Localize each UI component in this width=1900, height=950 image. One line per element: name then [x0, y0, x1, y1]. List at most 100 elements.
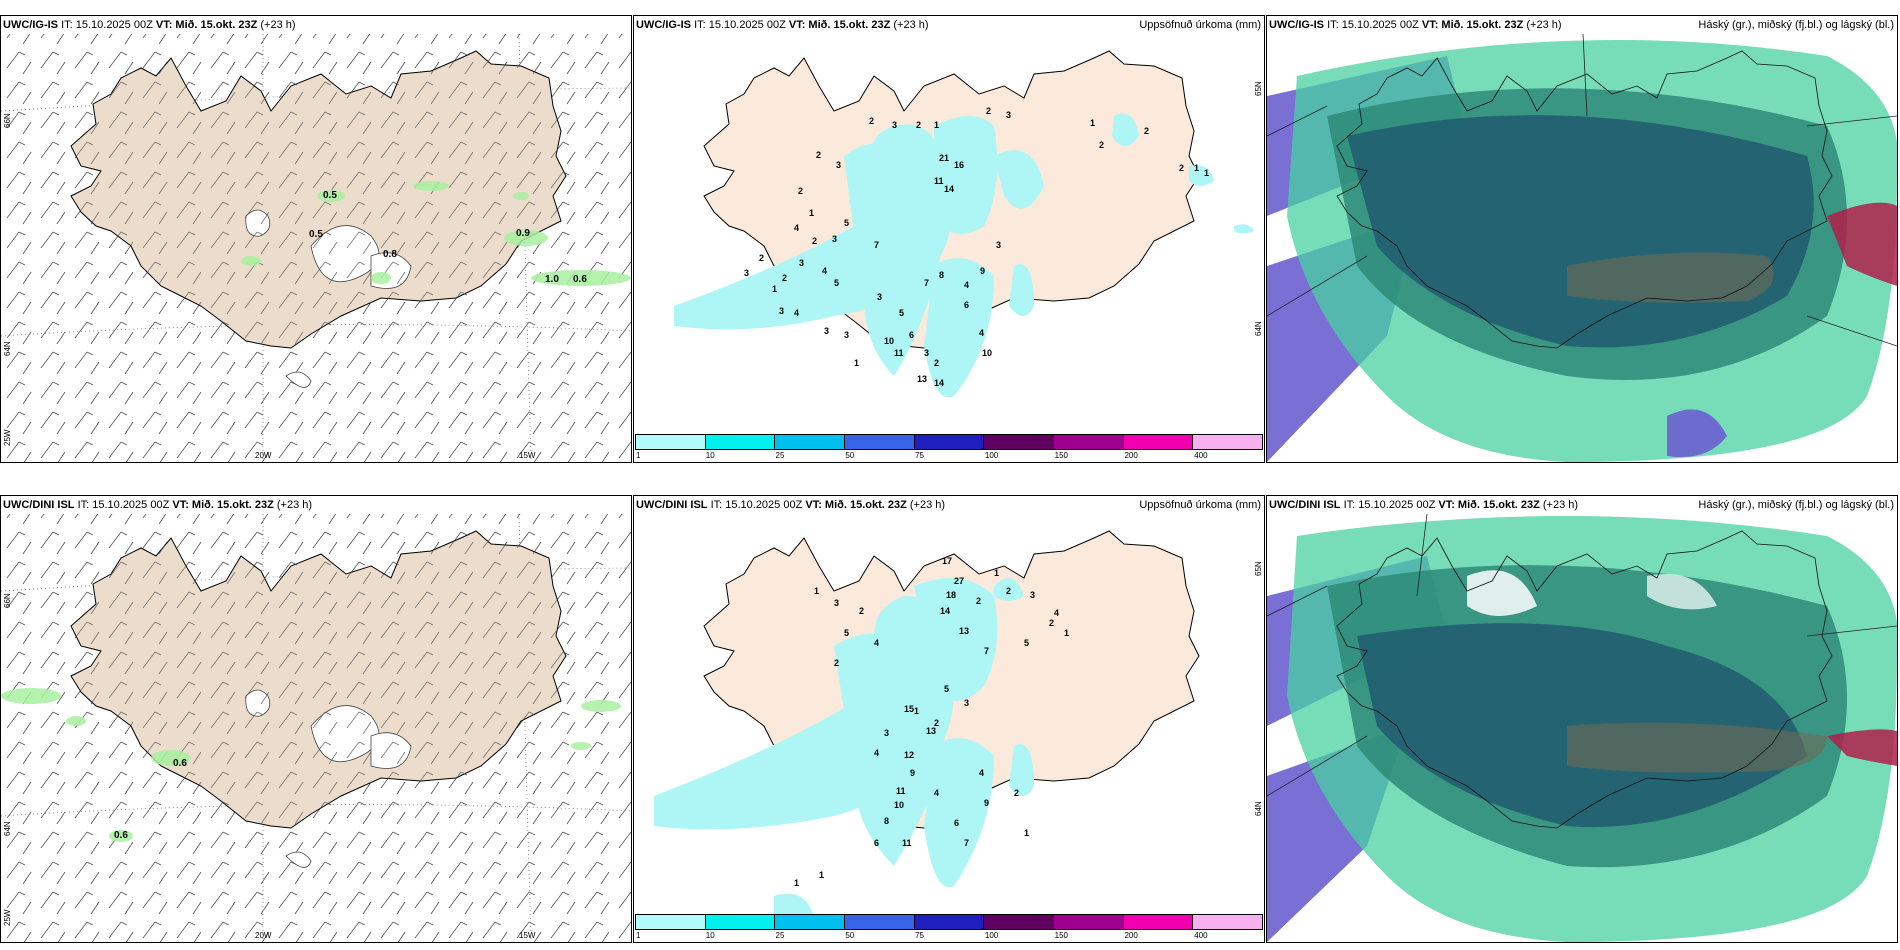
precip-value-label: 3	[964, 698, 969, 708]
model-name: UWC/DINI ISL	[3, 499, 75, 511]
model-name: UWC/IG-IS	[3, 19, 58, 31]
precip-value-label: 6	[909, 330, 914, 340]
model-name: UWC/DINI ISL	[636, 499, 708, 511]
valid-time: VT: Mið. 15.okt. 23Z	[1421, 19, 1524, 31]
precip-value-label: 11	[896, 786, 906, 796]
precip-value-label: 3	[744, 268, 749, 278]
colorbar-tick-label: 50	[845, 451, 855, 460]
lon-label: 20W	[255, 931, 272, 940]
wind-label: 0.6	[573, 274, 587, 285]
colorbar-tick-label: 1	[636, 451, 641, 460]
precip-value-label: 13	[917, 374, 927, 384]
initial-time: IT: 15.10.2025 00Z	[1343, 499, 1436, 511]
initial-time: IT: 15.10.2025 00Z	[710, 499, 803, 511]
precip-value-label: 16	[954, 160, 964, 170]
panel-header: UWC/IG-IS IT: 15.10.2025 00Z VT: Mið. 15…	[1269, 19, 1562, 31]
colorbar-swatch	[1123, 435, 1194, 449]
precip-value-label: 4	[964, 280, 969, 290]
cloud-map	[1267, 33, 1897, 462]
precip-value-label: 11	[902, 838, 912, 848]
precip-value-label: 2	[976, 596, 981, 606]
precip-value-label: 1	[1090, 118, 1095, 128]
precip-value-label: 6	[954, 818, 959, 828]
colorbar-tick-label: 50	[845, 931, 855, 940]
lead-time: (+23 h)	[893, 19, 929, 31]
panel-wind-dini: UWC/DINI ISL IT: 15.10.2025 00Z VT: Mið.…	[0, 495, 632, 943]
precip-value-label: 27	[954, 576, 964, 586]
precip-value-label: 2	[759, 253, 764, 263]
lat-label: 64N	[1254, 321, 1263, 336]
precip-value-label: 3	[892, 120, 897, 130]
precip-value-label: 3	[996, 240, 1001, 250]
lat-label: 25W	[3, 429, 12, 446]
precip-value-label: 1	[1064, 628, 1069, 638]
precip-value-label: 7	[924, 278, 929, 288]
precip-value-label: 2	[812, 236, 817, 246]
wind-label: 1.0	[545, 274, 559, 285]
colorbar-swatch	[636, 915, 706, 929]
panel-header: UWC/DINI ISL IT: 15.10.2025 00Z VT: Mið.…	[636, 499, 945, 511]
lon-label: 15W	[519, 451, 536, 460]
wind-label: 0.8	[383, 249, 397, 260]
precip-colorbar: 1 10 25 50 75 100 150 200 400	[634, 432, 1264, 462]
precip-value-label: 8	[884, 816, 889, 826]
precip-value-label: 1	[934, 120, 939, 130]
panel-header: UWC/DINI ISL IT: 15.10.2025 00Z VT: Mið.…	[3, 499, 312, 511]
panel-wind-igis: UWC/IG-IS IT: 15.10.2025 00Z VT: Mið. 15…	[0, 15, 632, 463]
map-title: Uppsöfnuð úrkoma (mm)	[1139, 499, 1261, 511]
precip-value-label: 4	[979, 328, 984, 338]
initial-time: IT: 15.10.2025 00Z	[77, 499, 170, 511]
precip-value-label: 11	[934, 176, 944, 186]
precip-value-label: 2	[916, 120, 921, 130]
lon-label: 15W	[519, 931, 536, 940]
lat-label: 66N	[3, 593, 12, 608]
precip-value-label: 1	[1204, 168, 1209, 178]
wind-label: 0.5	[309, 229, 323, 240]
map-title: Háský (gr.), miðský (fj.bl.) og lágský (…	[1698, 499, 1894, 511]
colorbar-tick-label: 200	[1124, 451, 1138, 460]
lon-label: 20W	[255, 451, 272, 460]
colorbar-tick-label: 150	[1054, 451, 1069, 460]
precip-value-label: 4	[822, 266, 827, 276]
precip-value-label: 14	[940, 606, 950, 616]
initial-time: IT: 15.10.2025 00Z	[694, 19, 786, 31]
precip-value-label: 17	[942, 556, 952, 566]
precip-value-label: 14	[944, 184, 954, 194]
valid-time: VT: Mið. 15.okt. 23Z	[1438, 499, 1540, 511]
precip-value-label: 5	[1024, 638, 1029, 648]
colorbar-tick-label: 200	[1124, 931, 1138, 940]
precip-value-label: 3	[924, 348, 929, 358]
map-title: Uppsöfnuð úrkoma (mm)	[1139, 19, 1261, 31]
panel-precip-dini: UWC/DINI ISL IT: 15.10.2025 00Z VT: Mið.…	[633, 495, 1265, 943]
precip-value-label: 7	[984, 646, 989, 656]
colorbar-swatch	[1193, 435, 1263, 449]
precip-value-label: 9	[984, 798, 989, 808]
precip-value-label: 2	[816, 150, 821, 160]
map-title: Háský (gr.), miðský (fj.bl.) og lágský (…	[1698, 19, 1894, 31]
lat-label: 65N	[1254, 561, 1263, 576]
precip-value-label: 2	[1099, 140, 1104, 150]
valid-time: VT: Mið. 15.okt. 23Z	[805, 499, 907, 511]
precip-value-label: 3	[877, 292, 882, 302]
lat-label: 65N	[1254, 81, 1263, 96]
precip-value-label: 3	[836, 160, 841, 170]
panel-precip-igis: UWC/IG-IS IT: 15.10.2025 00Z VT: Mið. 15…	[633, 15, 1265, 463]
precip-value-label: 1	[1194, 163, 1199, 173]
wind-label: 0.9	[516, 228, 530, 239]
colorbar-swatch	[775, 915, 846, 929]
precip-value-label: 2	[1049, 618, 1054, 628]
precip-value-label: 6	[874, 838, 879, 848]
colorbar-swatch	[845, 915, 915, 929]
lead-time: (+23 h)	[1526, 19, 1562, 31]
precip-value-label: 2	[782, 273, 787, 283]
precip-value-label: 3	[832, 234, 837, 244]
precip-value-label: 2	[834, 658, 839, 668]
precip-value-label: 1	[1024, 828, 1029, 838]
wind-map: 0.6 0.6	[1, 513, 631, 942]
colorbar-tick-label: 400	[1194, 451, 1208, 460]
colorbar-tick-label: 150	[1054, 931, 1069, 940]
precip-value-label: 3	[1006, 110, 1011, 120]
precip-value-label: 9	[980, 266, 985, 276]
